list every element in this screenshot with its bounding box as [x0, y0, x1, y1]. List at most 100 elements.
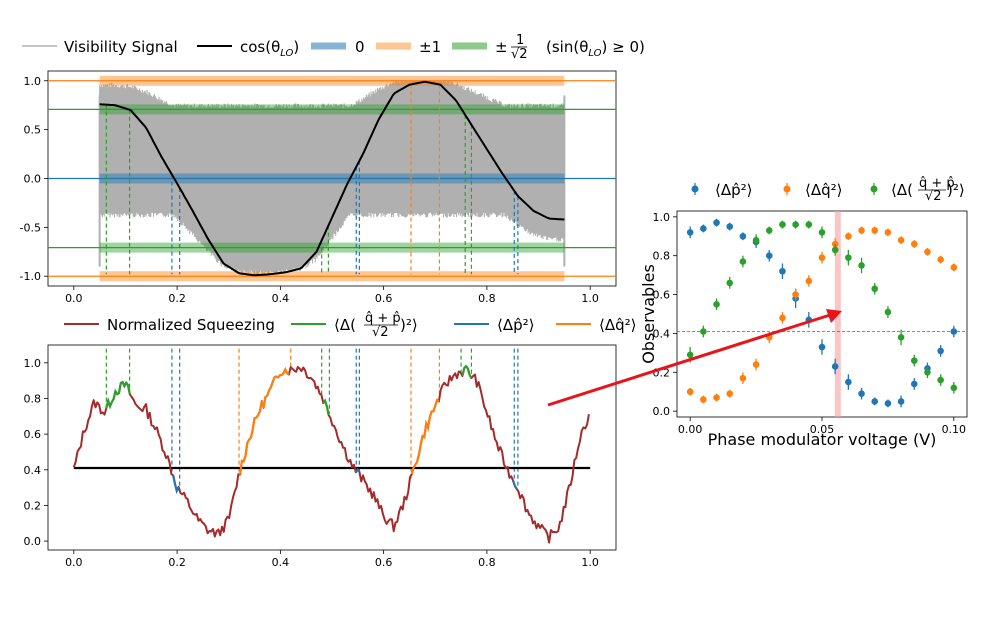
point-q	[700, 396, 707, 403]
point-p	[884, 400, 892, 407]
highlight-blue	[511, 479, 518, 490]
x-tick-label: 0.0	[65, 292, 83, 305]
connector-arrow	[547, 309, 842, 407]
x-tick-label: 0.2	[168, 556, 186, 569]
y-tick-label: 0.0	[24, 173, 42, 186]
top-hlines	[48, 80, 616, 277]
point-q	[818, 254, 826, 261]
point-q	[924, 248, 931, 256]
point-p	[700, 225, 707, 232]
right-xticks: 0.00 0.05 0.10	[678, 417, 966, 436]
x-tick-label: 1.0	[581, 556, 599, 569]
svg-text:√2: √2	[511, 47, 528, 62]
legend-pmroot-label: ±	[495, 38, 508, 56]
point-q	[752, 361, 760, 368]
legend-cos-label: cos(θ	[240, 38, 280, 56]
point-p	[871, 398, 879, 405]
legend-zero-label: 0	[355, 38, 365, 56]
point-p	[858, 390, 865, 397]
point-diag	[686, 351, 694, 359]
x-tick-label: 0.05	[810, 423, 835, 436]
point-q	[805, 277, 813, 285]
right-legend-p-label: ⟨Δp̂²⟩	[715, 181, 753, 199]
top-legend: Visibility Signal cos(θLO) 0 ±1 ± 1 √2 (…	[22, 33, 645, 62]
right-legend: ⟨Δp̂²⟩ ⟨Δq̂²⟩ ⟨Δ( q̂ + p̂ √2 )²⟩	[691, 176, 965, 204]
point-p	[779, 267, 786, 275]
arrow-shaft	[547, 313, 831, 407]
highlight-blue	[172, 475, 180, 495]
arrow-head	[826, 309, 842, 323]
y-tick-label: 0.8	[24, 392, 42, 405]
highlight-blue	[354, 467, 361, 473]
y-tick-label: 1.0	[653, 211, 671, 224]
point-q	[845, 232, 852, 240]
right-legend-diag-den: √2	[925, 189, 942, 204]
point-diag	[858, 262, 865, 269]
point-q	[950, 264, 958, 271]
point-diag	[950, 384, 958, 392]
legend-root-num: 1	[516, 33, 524, 48]
point-diag	[910, 357, 918, 364]
right-legend-q-label: ⟨Δq̂²⟩	[805, 181, 843, 199]
point-diag	[818, 229, 826, 236]
point-q	[884, 229, 892, 236]
bottom-panel: 0.0 0.2 0.4 0.6 0.8 1.0 0.0 0.2 0.4 0.6 0.8 1.0	[24, 344, 617, 569]
point-p	[910, 380, 918, 388]
top-panel: 0.0 0.2 0.4 0.6 0.8 1.0 -1.0 -0.5 0.0 0.5 1.0	[20, 70, 617, 305]
point-diag	[726, 279, 734, 287]
legend-cond-sub: LO	[588, 48, 601, 59]
y-tick-label: 0.0	[653, 405, 671, 418]
legend-p-label: ⟨Δp̂²⟩	[497, 316, 535, 334]
point-diag	[884, 308, 892, 316]
legend-cos-sub: LO	[280, 48, 293, 59]
highlight-orange	[410, 398, 440, 475]
right-panel: 0.00 0.05 0.10 0.00.20.40.60.81.0 Phase mo…	[639, 210, 968, 449]
point-q	[871, 227, 879, 234]
x-tick-label: 0.4	[272, 556, 290, 569]
right-legend-diag-pre: ⟨Δ(	[891, 181, 913, 199]
svg-text:(sin(θLO) ≥ 0): (sin(θLO) ≥ 0)	[546, 38, 645, 59]
point-diag	[765, 227, 773, 234]
legend-diag-den: √2	[372, 325, 389, 340]
point-p	[739, 232, 747, 240]
point-q	[792, 291, 799, 298]
legend-visibility-label: Visibility Signal	[64, 38, 178, 56]
legend-pm1-label: ±1	[419, 38, 441, 56]
x-tick-label: 0.6	[375, 556, 393, 569]
x-tick-label: 0.8	[478, 292, 496, 305]
right-ylabel: Observables	[639, 264, 658, 364]
top-vlines	[105, 84, 519, 275]
point-p	[950, 328, 958, 335]
top-xticks: 0.0 0.2 0.4 0.6 0.8 1.0	[65, 286, 599, 305]
y-tick-label: 0.6	[653, 289, 671, 302]
point-diag	[752, 236, 760, 244]
bottom-vlines	[105, 348, 519, 492]
point-q	[937, 256, 944, 263]
right-xlabel: Phase modulator voltage (V)	[708, 430, 937, 449]
point-p	[713, 219, 720, 226]
legend-root-den: 2	[519, 47, 527, 62]
point-p	[765, 252, 773, 259]
normalized-squeezing-curve	[72, 365, 590, 544]
y-tick-label: 0.6	[24, 428, 42, 441]
y-tick-label: 0.8	[653, 250, 671, 263]
point-p	[686, 229, 694, 236]
point-diag	[792, 221, 799, 228]
x-tick-label: 0.4	[272, 292, 290, 305]
y-tick-label: -0.5	[20, 221, 41, 234]
visibility-signal	[98, 80, 566, 276]
legend-cond-pre: (sin(θ	[546, 38, 588, 56]
x-tick-label: 0.10	[942, 423, 967, 436]
point-diag	[845, 254, 852, 261]
y-tick-label: 0.0	[24, 535, 42, 548]
x-tick-label: 0.6	[375, 292, 393, 305]
point-diag	[871, 285, 879, 293]
legend-diag-pre: ⟨Δ(	[334, 316, 356, 334]
point-q	[739, 374, 747, 382]
point-p	[937, 347, 944, 355]
right-legend-diag-num: q̂ + p̂	[919, 176, 955, 191]
legend-cond-post: ) ≥ 0)	[602, 38, 645, 56]
x-tick-label: 0.2	[168, 292, 186, 305]
y-tick-label: 0.4	[24, 464, 42, 477]
